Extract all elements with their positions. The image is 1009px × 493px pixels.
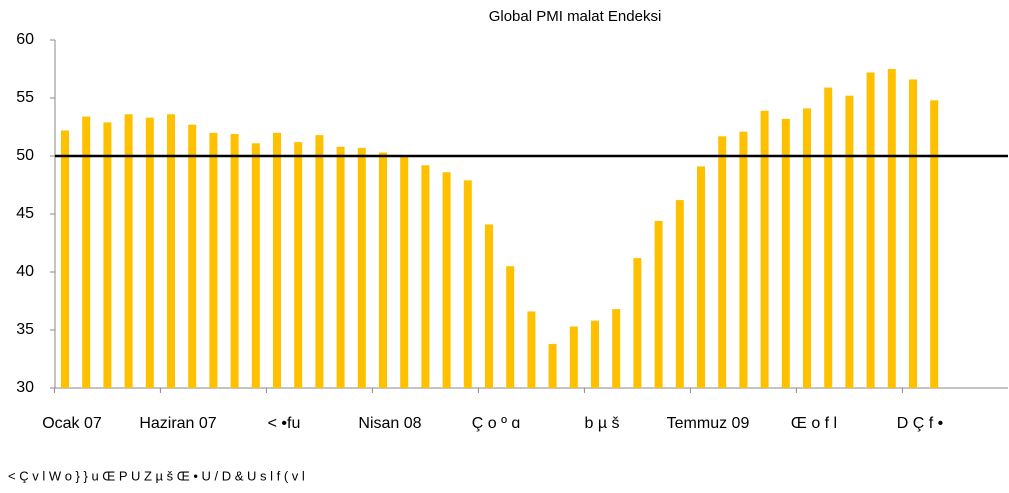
bar (124, 114, 133, 389)
x-tick-label: Œ o f l (791, 415, 837, 432)
bar (697, 166, 705, 388)
bar (485, 224, 493, 388)
bar (781, 118, 790, 388)
y-tick-label: 30 (16, 379, 34, 396)
x-tick-label: Temmuz 09 (667, 415, 750, 432)
bar (145, 117, 154, 388)
bar (654, 220, 663, 388)
bar (442, 172, 451, 388)
bar (845, 95, 854, 389)
bar (909, 79, 917, 388)
x-tick-label: D Ç f • (897, 415, 944, 432)
bar (887, 69, 896, 388)
bar (167, 114, 175, 389)
x-tick-label: Ç o º ɑ (472, 415, 521, 432)
x-tick-label: b µ š (584, 415, 619, 432)
bar (315, 135, 324, 388)
bar (866, 72, 875, 388)
bar (548, 343, 557, 388)
bar (591, 320, 599, 388)
source-note: < Ç v l W o } } u Œ P U Z µ š Œ • U / D … (8, 468, 305, 483)
bar (506, 266, 515, 388)
bar (400, 156, 409, 388)
bar (675, 200, 684, 388)
bar (760, 110, 769, 388)
bar (421, 165, 430, 388)
bar (527, 311, 536, 388)
bar (357, 147, 366, 388)
x-tick-label: Nisan 08 (358, 415, 421, 432)
bar (251, 143, 260, 388)
bar (463, 180, 472, 388)
bar (188, 124, 197, 389)
y-tick-label: 35 (16, 321, 34, 338)
bar (379, 152, 387, 388)
bar (294, 142, 303, 388)
y-tick-label: 60 (16, 31, 34, 48)
x-tick-label: < •fu (268, 415, 301, 432)
bar (739, 131, 748, 388)
bar (633, 258, 642, 388)
bar (803, 108, 811, 388)
bar (209, 132, 218, 388)
bar (273, 132, 281, 388)
x-tick-label: Haziran 07 (139, 415, 216, 432)
y-tick-label: 50 (16, 147, 34, 164)
bar (612, 309, 621, 388)
y-tick-label: 55 (16, 89, 34, 106)
y-tick-label: 45 (16, 205, 34, 222)
bar (930, 100, 939, 388)
bar (82, 116, 91, 388)
chart-title: Global PMI malat Endeksi (489, 8, 662, 25)
bar (569, 326, 578, 388)
bar (718, 136, 727, 388)
bar (336, 146, 345, 388)
x-tick-label: Ocak 07 (42, 415, 102, 432)
bar (103, 122, 112, 389)
y-tick-label: 40 (16, 263, 34, 280)
bar (824, 87, 833, 388)
bar (61, 130, 69, 389)
bar (230, 133, 239, 388)
